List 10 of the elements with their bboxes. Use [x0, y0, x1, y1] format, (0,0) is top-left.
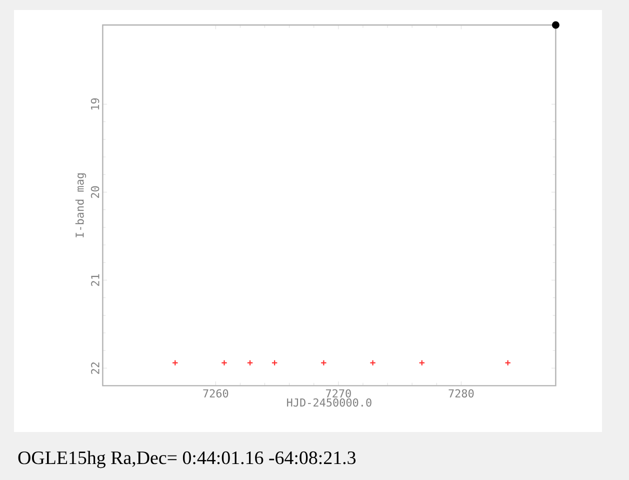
y-tick-label: 22	[91, 362, 100, 374]
y-tick-label: 20	[90, 186, 100, 198]
text: OGLE15hg Ra,Dec= 0:44:01.16 -64:08:21.3	[18, 450, 356, 468]
x-axis-title: HJD-2450000.0	[287, 398, 372, 407]
y-tick-label: 19	[90, 98, 100, 110]
y-axis-title: I-band mag	[75, 173, 86, 238]
x-tick-label: 7270	[326, 389, 351, 398]
y-tick-label: 21	[91, 274, 100, 286]
x-tick-label: 7260	[203, 389, 228, 398]
x-tick-label: 7280	[448, 389, 474, 398]
